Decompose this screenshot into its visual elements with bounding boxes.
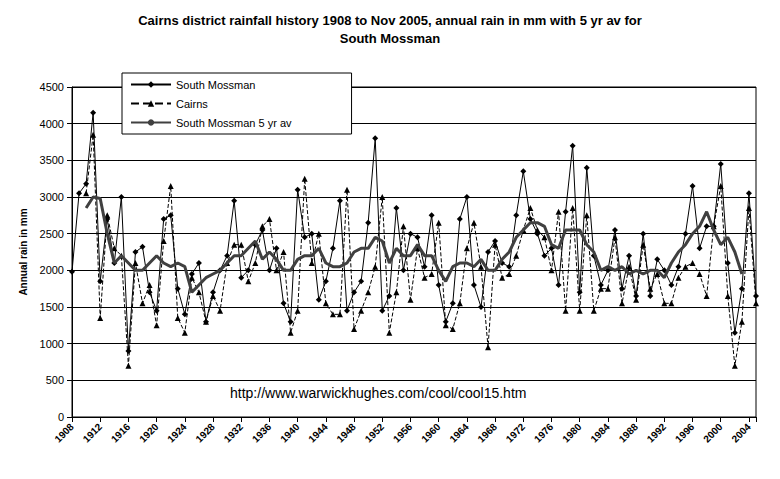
svg-text:1000: 1000 [40, 338, 64, 350]
svg-text:1932: 1932 [222, 421, 246, 445]
svg-text:1964: 1964 [447, 421, 471, 445]
svg-text:1988: 1988 [617, 421, 641, 445]
svg-text:3500: 3500 [40, 154, 64, 166]
svg-text:1948: 1948 [334, 421, 358, 445]
svg-text:1924: 1924 [165, 421, 189, 445]
svg-text:South Mossman: South Mossman [176, 79, 255, 91]
svg-text:1956: 1956 [391, 421, 415, 445]
svg-text:1960: 1960 [419, 421, 443, 445]
svg-text:1916: 1916 [109, 421, 133, 445]
svg-text:500: 500 [46, 374, 64, 386]
svg-text:2500: 2500 [40, 228, 64, 240]
svg-text:1968: 1968 [475, 421, 499, 445]
svg-text:Cairns district rainfall histo: Cairns district rainfall history 1908 to… [138, 13, 642, 28]
svg-text:Annual rain in mm: Annual rain in mm [18, 208, 29, 295]
svg-text:4000: 4000 [40, 118, 64, 130]
svg-text:1996: 1996 [673, 421, 697, 445]
svg-text:1972: 1972 [504, 421, 528, 445]
svg-text:2004: 2004 [729, 421, 753, 445]
svg-text:1500: 1500 [40, 301, 64, 313]
svg-text:0: 0 [58, 411, 64, 423]
svg-text:1976: 1976 [532, 421, 556, 445]
svg-text:1908: 1908 [52, 421, 76, 445]
svg-text:South Mossman 5 yr av: South Mossman 5 yr av [176, 117, 292, 129]
svg-text:2000: 2000 [701, 421, 725, 445]
svg-text:1936: 1936 [250, 421, 274, 445]
svg-text:South Mossman: South Mossman [340, 31, 440, 46]
svg-text:2000: 2000 [40, 264, 64, 276]
svg-text:1984: 1984 [588, 421, 612, 445]
svg-text:1992: 1992 [645, 421, 669, 445]
svg-text:Cairns: Cairns [176, 98, 208, 110]
svg-text:3000: 3000 [40, 191, 64, 203]
svg-text:4500: 4500 [40, 81, 64, 93]
svg-text:1940: 1940 [278, 421, 302, 445]
svg-text:1912: 1912 [81, 421, 105, 445]
svg-text:1980: 1980 [560, 421, 584, 445]
svg-text:1944: 1944 [306, 421, 330, 445]
svg-text:1920: 1920 [137, 421, 161, 445]
svg-text:1928: 1928 [193, 421, 217, 445]
svg-text:1952: 1952 [363, 421, 387, 445]
svg-text:http://www.warwickhughes.com/c: http://www.warwickhughes.com/cool/cool15… [230, 385, 526, 401]
